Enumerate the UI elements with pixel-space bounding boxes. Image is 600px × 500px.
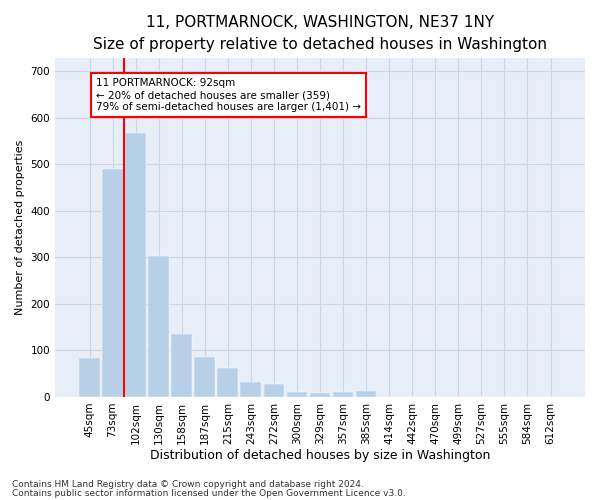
Bar bbox=[287, 392, 307, 397]
Title: 11, PORTMARNOCK, WASHINGTON, NE37 1NY
Size of property relative to detached hous: 11, PORTMARNOCK, WASHINGTON, NE37 1NY Si… bbox=[93, 15, 547, 52]
Bar bbox=[148, 256, 169, 397]
Text: Contains public sector information licensed under the Open Government Licence v3: Contains public sector information licen… bbox=[12, 488, 406, 498]
Bar bbox=[194, 358, 215, 397]
X-axis label: Distribution of detached houses by size in Washington: Distribution of detached houses by size … bbox=[150, 450, 490, 462]
Bar bbox=[332, 392, 353, 397]
Bar bbox=[217, 368, 238, 397]
Text: Contains HM Land Registry data © Crown copyright and database right 2024.: Contains HM Land Registry data © Crown c… bbox=[12, 480, 364, 489]
Y-axis label: Number of detached properties: Number of detached properties bbox=[15, 140, 25, 315]
Bar bbox=[241, 382, 261, 397]
Bar bbox=[125, 133, 146, 397]
Bar bbox=[263, 384, 284, 397]
Bar bbox=[310, 393, 331, 397]
Bar bbox=[79, 358, 100, 397]
Bar bbox=[356, 392, 376, 397]
Text: 11 PORTMARNOCK: 92sqm
← 20% of detached houses are smaller (359)
79% of semi-det: 11 PORTMARNOCK: 92sqm ← 20% of detached … bbox=[96, 78, 361, 112]
Bar bbox=[172, 334, 192, 397]
Bar bbox=[102, 169, 123, 397]
